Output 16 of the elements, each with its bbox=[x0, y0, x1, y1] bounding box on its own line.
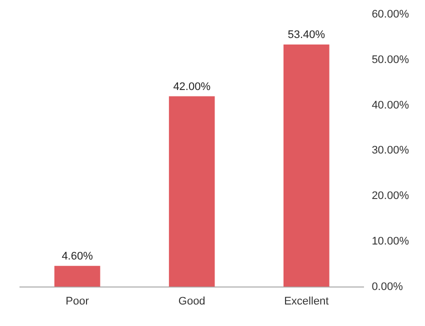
y-tick-label: 50.00% bbox=[372, 54, 410, 66]
y-tick-label: 40.00% bbox=[372, 99, 410, 112]
y-tick-label: 30.00% bbox=[372, 144, 410, 157]
x-tick-label: Good bbox=[178, 295, 206, 308]
x-tick-label: Excellent bbox=[284, 295, 329, 308]
y-tick-label: 60.00% bbox=[372, 8, 410, 21]
data-label: 4.60% bbox=[62, 250, 94, 262]
data-label: 53.40% bbox=[288, 29, 326, 42]
x-tick-label: Poor bbox=[66, 295, 90, 308]
data-label: 42.00% bbox=[173, 80, 211, 93]
bar bbox=[168, 96, 215, 287]
bar bbox=[284, 44, 330, 287]
y-tick-label: 20.00% bbox=[372, 190, 410, 202]
bar bbox=[54, 266, 100, 287]
y-tick-label: 0.00% bbox=[372, 280, 404, 293]
y-tick-label: 10.00% bbox=[372, 235, 410, 248]
